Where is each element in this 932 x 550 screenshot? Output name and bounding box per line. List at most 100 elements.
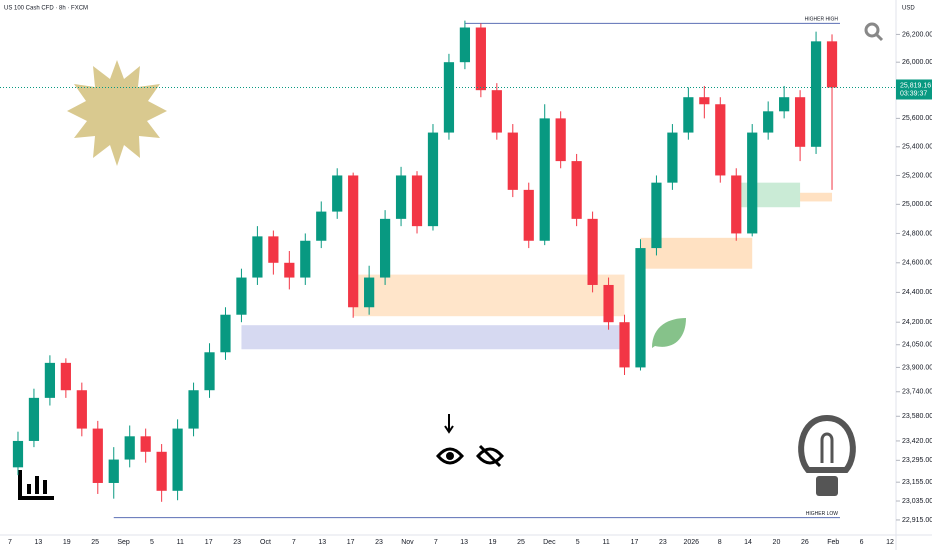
level-label: HIGHER LOW — [806, 511, 839, 517]
eye-icon[interactable] — [436, 414, 464, 465]
x-tick-label: 7 — [434, 539, 438, 546]
y-tick-label: 24,200.00 — [902, 319, 932, 326]
currency: USD — [902, 6, 915, 12]
last-price-label: 25,819.16 — [900, 82, 931, 89]
candle-body — [571, 161, 582, 219]
x-tick-label: 11 — [177, 539, 184, 546]
candle-body — [332, 175, 343, 212]
candle-body — [635, 248, 646, 368]
candle-body — [204, 352, 215, 391]
x-tick-label: 25 — [517, 539, 525, 546]
chart-title: US 100 Cash CFD · 8h · FXCM — [4, 6, 88, 12]
y-tick-label: 23,900.00 — [902, 364, 932, 371]
x-tick-label: 19 — [489, 539, 497, 546]
y-tick-label: 23,035.00 — [902, 498, 932, 505]
y-tick-label: 23,155.00 — [902, 479, 932, 486]
candle-body — [587, 218, 598, 285]
candle-body — [699, 97, 710, 105]
x-tick-label: 7 — [8, 539, 12, 546]
x-tick-label: 6 — [860, 539, 864, 546]
search-icon[interactable] — [864, 22, 884, 42]
x-tick-label: Dec — [543, 539, 556, 546]
lightbulb-icon — [798, 414, 856, 496]
candle-body — [172, 428, 183, 491]
candle-body — [507, 132, 518, 190]
candle-body — [236, 277, 247, 315]
candle-body — [124, 436, 135, 460]
x-tick-label: Feb — [827, 539, 839, 546]
candle-body — [715, 104, 726, 176]
candle-body — [747, 132, 758, 234]
candle-body — [555, 118, 566, 162]
x-tick-label: 23 — [375, 539, 383, 546]
x-tick-label: 14 — [744, 539, 752, 546]
candle-body — [188, 390, 199, 429]
candle-body — [491, 90, 502, 133]
candle-body — [651, 182, 662, 249]
x-tick-label: Nov — [401, 539, 414, 546]
x-tick-label: 23 — [233, 539, 241, 546]
level-label: HIGHER HIGH — [805, 17, 839, 23]
y-tick-label: 24,050.00 — [902, 342, 932, 349]
candle-body — [411, 175, 423, 227]
x-tick-label: 26 — [801, 539, 809, 546]
x-tick-label: 23 — [659, 539, 667, 546]
candle-body — [763, 111, 774, 133]
candle-body — [667, 132, 678, 183]
candle-body — [108, 459, 119, 483]
y-tick-label: 22,915.00 — [902, 517, 932, 524]
x-tick-label: 13 — [460, 539, 468, 546]
x-tick-label: 19 — [63, 539, 71, 546]
zone — [800, 192, 833, 202]
candle-body — [603, 284, 614, 323]
candle-body — [779, 97, 790, 112]
candle-body — [140, 436, 151, 452]
candle-body — [220, 314, 231, 353]
zone — [736, 182, 801, 208]
y-tick-label: 26,000.00 — [902, 59, 932, 66]
eye-off-icon[interactable] — [476, 444, 504, 468]
zone — [241, 325, 625, 350]
y-tick-label: 24,600.00 — [902, 260, 932, 267]
candle-body — [284, 262, 295, 278]
y-tick-label: 23,420.00 — [902, 438, 932, 445]
candle-body — [539, 118, 550, 241]
candle-body — [443, 62, 455, 133]
candle-body — [395, 175, 407, 219]
y-tick-label: 25,000.00 — [902, 201, 932, 208]
y-tick-label: 23,740.00 — [902, 389, 932, 396]
y-tick-label: 24,400.00 — [902, 289, 932, 296]
y-tick-label: 25,200.00 — [902, 172, 932, 179]
y-tick-label: 23,580.00 — [902, 413, 932, 420]
candle-body — [268, 236, 279, 263]
countdown: 03:39:37 — [900, 90, 927, 97]
candle-body — [475, 27, 486, 91]
x-tick-label: 12 — [886, 539, 894, 546]
candle-body — [252, 236, 263, 278]
candle-body — [794, 97, 806, 147]
candle-body — [427, 132, 439, 227]
candle-body — [12, 440, 24, 468]
candle-body — [348, 175, 359, 308]
x-tick-label: Sep — [117, 539, 130, 546]
x-tick-label: 11 — [602, 539, 609, 546]
x-tick-label: Oct — [260, 539, 271, 546]
x-tick-label: 17 — [205, 539, 213, 546]
candle-body — [523, 189, 534, 241]
candle-body — [300, 240, 311, 278]
y-tick-label: 26,200.00 — [902, 31, 932, 38]
candle-body — [810, 41, 822, 147]
sun-icon — [67, 60, 167, 166]
x-tick-label: 7 — [292, 539, 296, 546]
x-tick-label: 2026 — [684, 539, 700, 546]
candle-body — [379, 218, 391, 278]
candle-body — [826, 41, 838, 88]
candle-body — [683, 97, 694, 133]
candle-body — [619, 322, 630, 368]
y-tick-label: 25,400.00 — [902, 144, 932, 151]
last-price-box — [896, 79, 932, 100]
x-tick-label: 13 — [318, 539, 326, 546]
candle-body — [364, 277, 375, 308]
